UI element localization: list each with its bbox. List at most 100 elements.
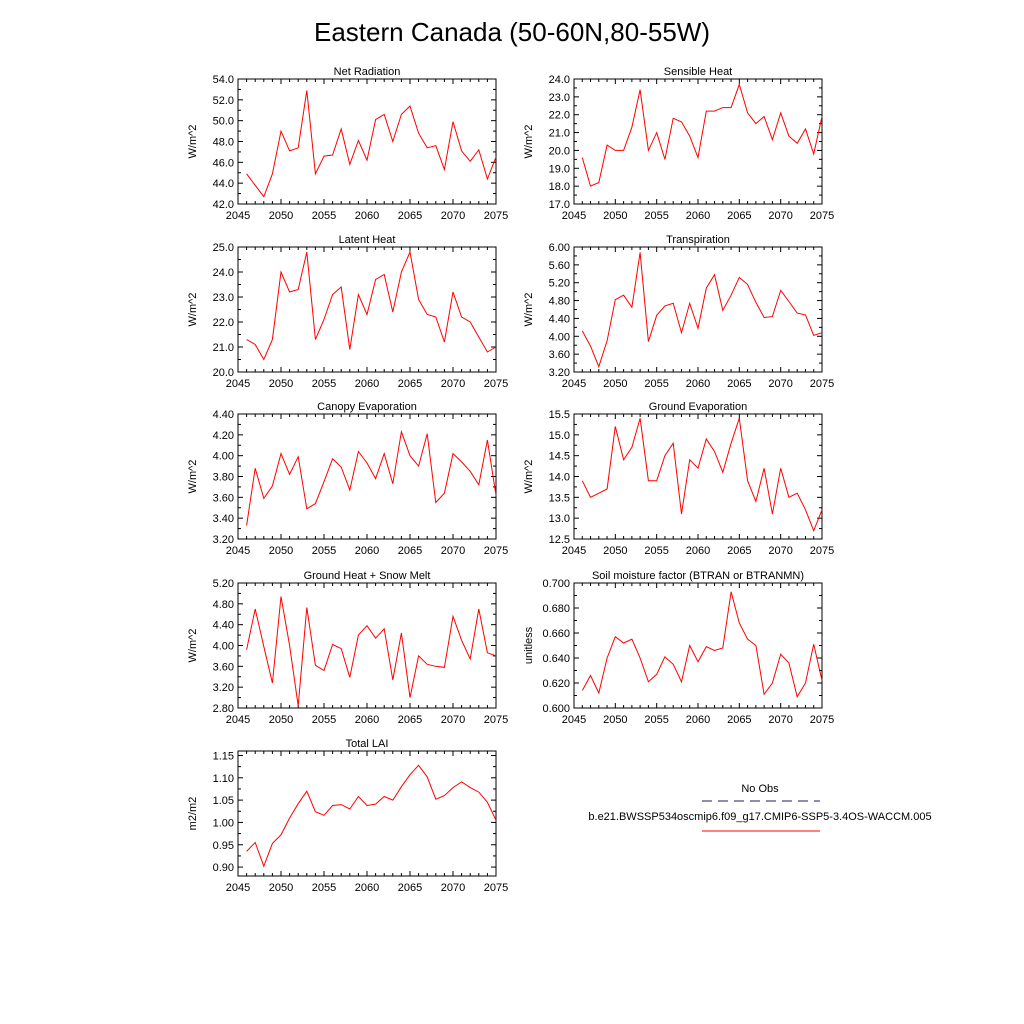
legend-label-no-obs: No Obs bbox=[741, 783, 779, 795]
x-tick-label: 2045 bbox=[226, 714, 250, 726]
x-tick-label: 2070 bbox=[768, 210, 792, 222]
y-tick-label: 5.20 bbox=[549, 278, 570, 290]
series-line-0 bbox=[246, 429, 497, 526]
y-tick-label: 0.640 bbox=[542, 653, 570, 665]
series-line-0 bbox=[581, 82, 823, 187]
panel-title: Sensible Heat bbox=[664, 66, 733, 78]
y-tick-label: 22.0 bbox=[549, 110, 570, 122]
panel-title: Soil moisture factor (BTRAN or BTRANMN) bbox=[592, 570, 804, 582]
plot-frame bbox=[573, 582, 823, 709]
y-tick-label: 15.5 bbox=[549, 409, 570, 421]
x-tick-label: 2055 bbox=[312, 210, 336, 222]
x-tick-label: 2050 bbox=[269, 210, 293, 222]
panel-5: Ground Evaporation W/m^2 2045 2050 2055 2060 2… bbox=[523, 401, 834, 557]
y-tick-label: 5.20 bbox=[213, 578, 234, 590]
panel-6: Ground Heat + Snow Melt W/m^2 2045 2050 2055… bbox=[187, 570, 508, 726]
x-tick-label: 2060 bbox=[355, 714, 379, 726]
y-tick-label: 0.680 bbox=[542, 603, 570, 615]
y-axis-label: m2/m2 bbox=[187, 797, 199, 831]
y-tick-label: 0.600 bbox=[542, 703, 570, 715]
panel-title: Canopy Evaporation bbox=[317, 401, 417, 413]
y-tick-label: 54.0 bbox=[213, 74, 234, 86]
y-tick-label: 1.10 bbox=[213, 773, 234, 785]
figure-title: Eastern Canada (50-60N,80-55W) bbox=[314, 17, 710, 47]
y-axis-label: W/m^2 bbox=[187, 629, 199, 663]
y-tick-label: 13.5 bbox=[549, 492, 570, 504]
series-line-0 bbox=[246, 764, 497, 868]
y-tick-label: 3.60 bbox=[213, 661, 234, 673]
y-axis-label: unitless bbox=[523, 626, 535, 664]
y-tick-label: 4.20 bbox=[213, 430, 234, 442]
x-tick-label: 2050 bbox=[603, 210, 627, 222]
panel-4: Canopy Evaporation W/m^2 2045 2050 2055 2060 2… bbox=[187, 401, 508, 557]
x-tick-label: 2060 bbox=[355, 882, 379, 894]
legend-label-model: b.e21.BWSSP534oscmip6.f09_g17.CMIP6-SSP5… bbox=[588, 811, 931, 823]
y-tick-label: 1.05 bbox=[213, 795, 234, 807]
y-tick-label: 4.00 bbox=[549, 331, 570, 343]
x-tick-label: 2055 bbox=[312, 545, 336, 557]
x-tick-label: 2060 bbox=[686, 378, 710, 390]
y-tick-label: 4.00 bbox=[213, 641, 234, 653]
panel-2: Latent Heat W/m^2 2045 2050 2055 2060 2065 2070… bbox=[187, 234, 508, 390]
x-tick-label: 2075 bbox=[810, 545, 834, 557]
plot-frame bbox=[237, 750, 497, 877]
y-axis-label: W/m^2 bbox=[523, 460, 535, 494]
y-tick-label: 24.0 bbox=[549, 74, 570, 86]
y-tick-label: 21.0 bbox=[549, 128, 570, 140]
y-tick-label: 4.40 bbox=[213, 620, 234, 632]
x-tick-label: 2065 bbox=[398, 378, 422, 390]
x-tick-label: 2045 bbox=[226, 545, 250, 557]
x-tick-label: 2065 bbox=[398, 714, 422, 726]
y-axis-label: W/m^2 bbox=[187, 293, 199, 327]
panel-3: Transpiration W/m^2 2045 2050 2055 2060 2065 20… bbox=[523, 234, 834, 390]
x-tick-label: 2050 bbox=[269, 714, 293, 726]
y-tick-label: 25.0 bbox=[213, 242, 234, 254]
y-tick-label: 4.80 bbox=[549, 296, 570, 308]
x-tick-label: 2075 bbox=[484, 210, 508, 222]
y-tick-label: 20.0 bbox=[213, 367, 234, 379]
y-tick-label: 0.700 bbox=[542, 578, 570, 590]
x-tick-label: 2045 bbox=[562, 714, 586, 726]
series-line-0 bbox=[246, 90, 497, 198]
panel-8: Total LAI m2/m2 2045 2050 2055 2060 2065 2070 20… bbox=[187, 738, 508, 894]
series-line-0 bbox=[581, 418, 823, 533]
y-tick-label: 12.5 bbox=[549, 534, 570, 546]
y-tick-label: 0.660 bbox=[542, 628, 570, 640]
x-tick-label: 2050 bbox=[603, 545, 627, 557]
x-tick-label: 2070 bbox=[768, 378, 792, 390]
y-tick-label: 1.15 bbox=[213, 750, 234, 762]
panels: Net Radiation W/m^2 2045 2050 2055 2060 2065 20… bbox=[187, 66, 834, 894]
y-tick-label: 46.0 bbox=[213, 157, 234, 169]
x-tick-label: 2060 bbox=[355, 545, 379, 557]
x-tick-label: 2055 bbox=[644, 378, 668, 390]
x-tick-label: 2075 bbox=[484, 545, 508, 557]
y-tick-label: 15.0 bbox=[549, 430, 570, 442]
y-tick-label: 19.0 bbox=[549, 163, 570, 175]
series-line-0 bbox=[581, 591, 823, 699]
panel-title: Ground Heat + Snow Melt bbox=[304, 570, 431, 582]
y-tick-label: 52.0 bbox=[213, 95, 234, 107]
x-tick-label: 2065 bbox=[398, 545, 422, 557]
plot-frame bbox=[237, 78, 497, 205]
y-tick-label: 48.0 bbox=[213, 137, 234, 149]
y-tick-label: 3.40 bbox=[213, 513, 234, 525]
x-tick-label: 2075 bbox=[484, 882, 508, 894]
panel-title: Net Radiation bbox=[334, 66, 401, 78]
x-tick-label: 2045 bbox=[562, 210, 586, 222]
y-tick-label: 5.60 bbox=[549, 260, 570, 272]
panel-title: Transpiration bbox=[666, 234, 730, 246]
x-tick-label: 2060 bbox=[355, 210, 379, 222]
panel-title: Latent Heat bbox=[339, 234, 396, 246]
series-line-0 bbox=[581, 252, 823, 369]
x-tick-label: 2070 bbox=[768, 714, 792, 726]
y-tick-label: 3.60 bbox=[213, 492, 234, 504]
y-tick-label: 44.0 bbox=[213, 178, 234, 190]
series-line-0 bbox=[246, 250, 497, 361]
plot-frame bbox=[573, 246, 823, 373]
x-tick-label: 2055 bbox=[312, 714, 336, 726]
x-tick-label: 2070 bbox=[441, 882, 465, 894]
x-tick-label: 2065 bbox=[727, 714, 751, 726]
y-tick-label: 24.0 bbox=[213, 267, 234, 279]
y-tick-label: 13.0 bbox=[549, 513, 570, 525]
